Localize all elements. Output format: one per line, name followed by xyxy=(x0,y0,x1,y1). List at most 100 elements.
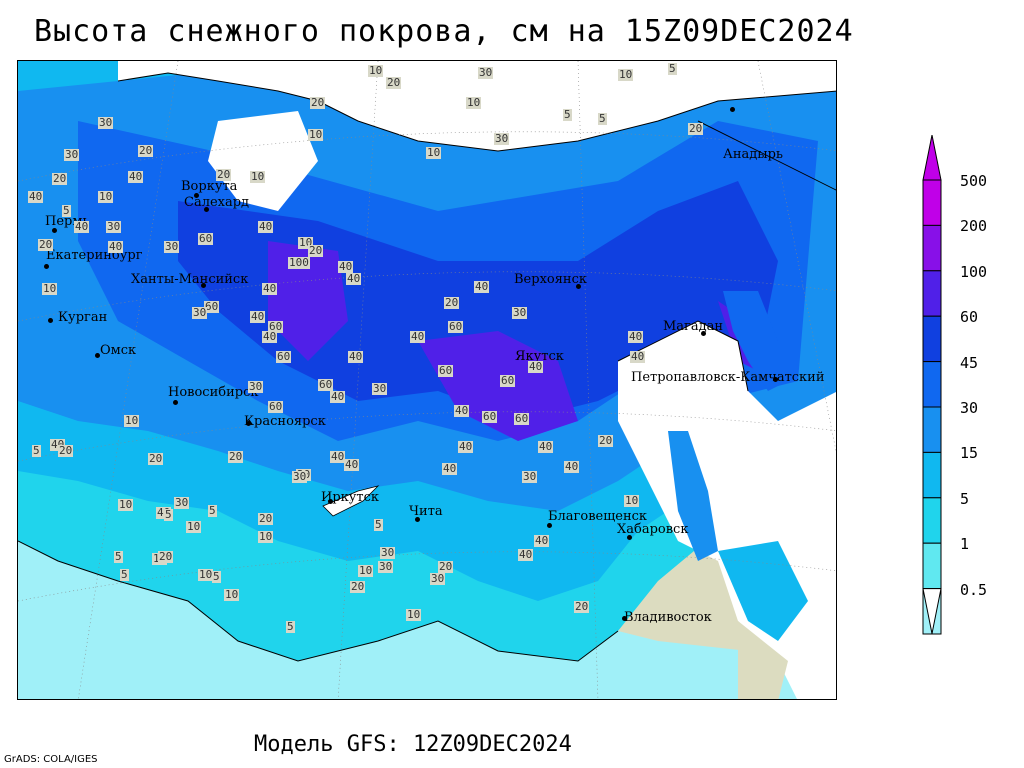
contour-value-label: 40 xyxy=(262,282,278,295)
contour-value-label: 40 xyxy=(346,272,362,285)
contour-value-label: 20 xyxy=(386,76,402,89)
contour-value-label: 10 xyxy=(406,608,422,621)
city-dot xyxy=(627,535,632,540)
contour-value-label: 30 xyxy=(164,240,180,253)
contour-value-label: 60 xyxy=(318,378,334,391)
contour-value-label: 10 xyxy=(198,568,214,581)
contour-value-label: 10 xyxy=(258,530,274,543)
city-dot xyxy=(622,616,627,621)
city-dot xyxy=(547,523,552,528)
contour-value-label: 10 xyxy=(308,128,324,141)
city-novosibirsk: Новосибирск xyxy=(168,385,259,400)
contour-value-label: 10 xyxy=(466,96,482,109)
map-graphic xyxy=(18,61,836,699)
snow-zone-100b xyxy=(418,331,578,441)
legend: 500 200 100 60 45 30 15 5 1 0.5 xyxy=(918,134,1008,635)
legend-swatch xyxy=(922,270,942,317)
city-vladivostok: Владивосток xyxy=(624,610,712,625)
contour-value-label: 30 xyxy=(64,148,80,161)
contour-value-label: 60 xyxy=(204,300,220,313)
arctic-coast xyxy=(117,72,836,152)
contour-value-label: 20 xyxy=(258,512,274,525)
contour-value-label: 40 xyxy=(74,220,90,233)
city-vorkuta: Воркута xyxy=(181,179,238,194)
legend-label: 0.5 xyxy=(960,580,988,599)
contour-value-label: 10 xyxy=(98,190,114,203)
contour-value-label: 20 xyxy=(148,452,164,465)
legend-label: 45 xyxy=(960,353,979,372)
contour-value-label: 30 xyxy=(192,306,208,319)
contour-value-label: 5 xyxy=(668,62,677,75)
contour-value-label: 30 xyxy=(292,470,308,483)
city-dot xyxy=(415,517,420,522)
contour-value-label: 40 xyxy=(454,404,470,417)
contour-value-label: 10 xyxy=(118,498,134,511)
contour-value-label: 5 xyxy=(212,570,221,583)
legend-swatch xyxy=(922,179,942,226)
contour-value-label: 30 xyxy=(522,470,538,483)
city-ekaterinburg: Екатеринбург xyxy=(46,248,143,263)
contour-value-label: 40 xyxy=(474,280,490,293)
legend-label: 1 xyxy=(960,535,970,554)
legend-swatch xyxy=(922,542,942,590)
contour-value-label: 20 xyxy=(308,244,324,257)
contour-value-label: 10 xyxy=(624,494,640,507)
legend-swatch xyxy=(922,361,942,408)
city-chita: Чита xyxy=(409,504,443,519)
snow-zone-100a xyxy=(268,241,348,361)
contour-value-label: 40 xyxy=(564,460,580,473)
legend-swatch xyxy=(922,497,942,544)
contour-value-label: 60 xyxy=(276,350,292,363)
contour-value-label: 40 xyxy=(250,310,266,323)
contour-value-label: 40 xyxy=(528,360,544,373)
map-title: Высота снежного покрова, см на 15Z09DEC2… xyxy=(34,14,854,49)
city-dot xyxy=(95,353,100,358)
city-blagoveshchensk: Благовещенск xyxy=(548,509,648,524)
city-dot xyxy=(48,318,53,323)
contour-value-label: 60 xyxy=(268,400,284,413)
contour-value-label: 40 xyxy=(458,440,474,453)
city-dot xyxy=(701,331,706,336)
contour-value-label: 20 xyxy=(216,168,232,181)
contour-value-label: 10 xyxy=(124,414,140,427)
contour-value-label: 60 xyxy=(438,364,454,377)
legend-label: 30 xyxy=(960,399,979,417)
contour-value-label: 20 xyxy=(688,122,704,135)
legend-swatch xyxy=(922,224,942,272)
city-dot xyxy=(204,207,209,212)
contour-value-label: 30 xyxy=(478,66,494,79)
contour-value-label: 40 xyxy=(518,548,534,561)
contour-value-label: 20 xyxy=(138,144,154,157)
contour-value-label: 20 xyxy=(444,296,460,309)
contour-value-label: 30 xyxy=(430,572,446,585)
city-dot xyxy=(246,421,251,426)
japan-south xyxy=(738,621,788,699)
city-dot xyxy=(52,228,57,233)
city-dot xyxy=(201,283,206,288)
legend-label: 60 xyxy=(960,308,979,327)
contour-value-label: 30 xyxy=(98,116,114,129)
city-omsk: Омск xyxy=(100,343,137,358)
contour-value-label: 5 xyxy=(563,108,572,121)
contour-value-label: 40 xyxy=(442,462,458,475)
contour-value-label: 10 xyxy=(186,520,202,533)
city-irkutsk: Иркутск xyxy=(321,490,380,505)
legend-swatch xyxy=(922,315,942,363)
city-dot xyxy=(173,400,178,405)
contour-value-label: 40 xyxy=(28,190,44,203)
contour-value-label: 20 xyxy=(310,96,326,109)
contour-value-label: 40 xyxy=(534,534,550,547)
contour-value-label: 40 xyxy=(348,350,364,363)
contour-value-label: 30 xyxy=(174,496,190,509)
contour-value-label: 5 xyxy=(208,504,217,517)
contour-value-label: 5 xyxy=(120,568,129,581)
contour-value-label: 60 xyxy=(198,232,214,245)
legend-label: 200 xyxy=(960,217,988,236)
contour-value-label: 30 xyxy=(106,220,122,233)
legend-label: 100 xyxy=(960,262,988,281)
contour-value-label: 5 xyxy=(62,204,71,217)
contour-value-label: 30 xyxy=(378,560,394,573)
contour-value-label: 5 xyxy=(374,518,383,531)
sakhalin xyxy=(668,431,718,561)
contour-value-label: 10 xyxy=(368,64,384,77)
